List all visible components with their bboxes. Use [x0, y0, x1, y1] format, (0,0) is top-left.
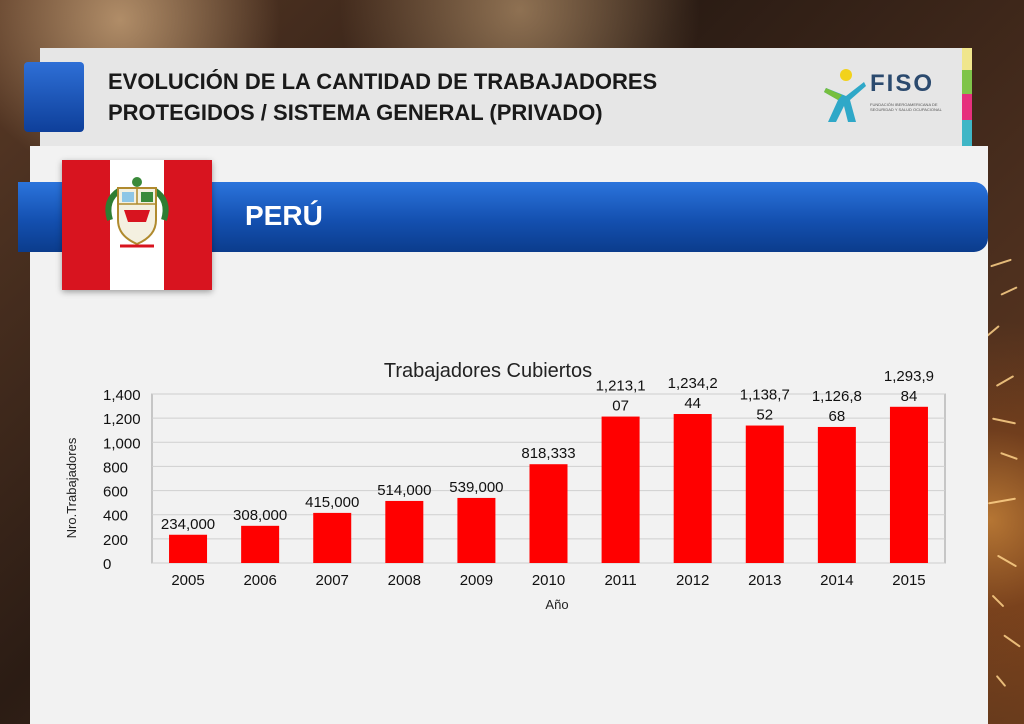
x-tick-label: 2015	[892, 572, 925, 589]
axis-ticks: 0 200 400 600 800 1,000 1,200 1,400 2005 2006 2007…	[103, 387, 926, 589]
data-label: 1,126,8	[812, 388, 862, 405]
header-card	[40, 48, 972, 146]
page-title-line2: PROTEGIDOS / SISTEMA GENERAL (PRIVADO)	[108, 100, 603, 125]
logo-name: FISO	[870, 70, 935, 97]
logo-subtitle: FUNDACIÓN IBEROAMERICANA DE SEGURIDAD Y …	[870, 102, 942, 112]
data-label: 1,293,9	[884, 368, 934, 385]
data-label: 1,213,1	[596, 378, 646, 395]
data-label: 234,000	[161, 516, 215, 533]
fiso-figure-icon	[824, 69, 866, 122]
data-label: 415,000	[305, 494, 359, 511]
bar-2006	[241, 525, 280, 563]
x-tick-label: 2006	[243, 572, 276, 589]
data-label: 818,333	[521, 445, 575, 462]
x-tick-label: 2013	[748, 572, 781, 589]
x-tick-label: 2014	[820, 572, 853, 589]
data-label: 44	[684, 395, 701, 412]
bar-2010	[529, 464, 568, 563]
data-label: 07	[612, 398, 629, 415]
data-label: 308,000	[233, 507, 287, 524]
color-stripe-yellow	[962, 48, 972, 70]
peru-flag-icon	[62, 160, 212, 290]
bar-2013	[745, 425, 784, 563]
header-accent-block	[24, 62, 84, 132]
color-stripe-teal	[962, 120, 972, 146]
y-tick-label: 600	[103, 484, 128, 501]
y-tick-label: 1,200	[103, 411, 141, 428]
x-tick-label: 2007	[316, 572, 349, 589]
color-stripe-pink	[962, 94, 972, 120]
x-tick-label: 2008	[388, 572, 421, 589]
bar-2011	[601, 416, 640, 563]
y-tick-label: 200	[103, 532, 128, 549]
bar-2015	[889, 406, 928, 563]
color-stripe-green	[962, 70, 972, 94]
data-label: 539,000	[449, 479, 503, 496]
country-name: PERÚ	[245, 200, 323, 231]
flag-right-stripe	[164, 160, 212, 290]
y-tick-label: 400	[103, 508, 128, 525]
coat-of-arms-icon	[105, 177, 169, 248]
bar-2007	[313, 512, 352, 563]
y-axis-label: Nro.Trabajadores	[64, 437, 79, 538]
x-tick-label: 2009	[460, 572, 493, 589]
page-title-line1: EVOLUCIÓN DE LA CANTIDAD DE TRABAJADORES	[108, 69, 658, 94]
bar-2008	[385, 500, 424, 563]
y-tick-label: 800	[103, 459, 128, 476]
data-label: 68	[829, 408, 846, 425]
bars	[169, 406, 928, 563]
page-title: EVOLUCIÓN DE LA CANTIDAD DE TRABAJADORES…	[108, 66, 768, 128]
x-tick-label: 2010	[532, 572, 565, 589]
data-label: 514,000	[377, 482, 431, 499]
data-label: 84	[901, 388, 918, 405]
bar-2005	[169, 534, 208, 563]
x-tick-label: 2012	[676, 572, 709, 589]
fiso-logo: FISO FUNDACIÓN IBEROAMERICANA DE SEGURID…	[822, 66, 948, 128]
chart-title: Trabajadores Cubiertos	[384, 360, 592, 382]
x-tick-label: 2005	[171, 572, 204, 589]
y-tick-label: 1,400	[103, 387, 141, 404]
x-tick-label: 2011	[604, 572, 636, 589]
data-label: 1,138,7	[740, 387, 790, 404]
data-labels: 234,000 308,000 415,000 514,000 539,000 818,3…	[161, 368, 934, 533]
y-tick-label: 1,000	[103, 435, 141, 452]
data-label: 52	[756, 407, 773, 424]
bar-2009	[457, 497, 496, 563]
bar-2014	[817, 426, 856, 563]
y-tick-label: 0	[103, 556, 111, 573]
flag-left-stripe	[62, 160, 110, 290]
bar-2012	[673, 414, 712, 563]
x-axis-label: Año	[545, 597, 568, 612]
data-label: 1,234,2	[668, 375, 718, 392]
